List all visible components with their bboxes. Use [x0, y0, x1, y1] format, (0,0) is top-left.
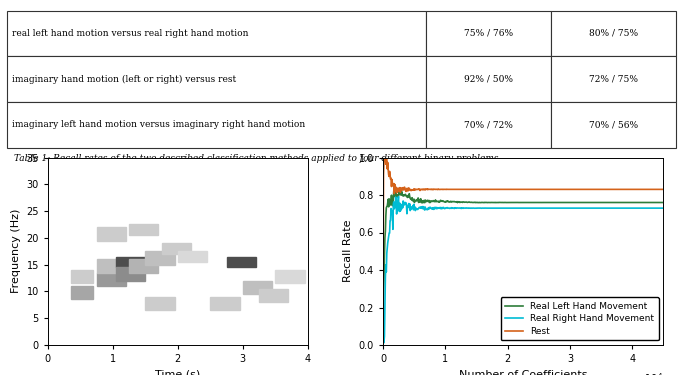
Bar — [96, 273, 126, 286]
Bar — [178, 251, 207, 262]
Rest — [451, 187, 460, 192]
Real Left Hand Movement — [590, 200, 598, 205]
Bar — [70, 286, 93, 300]
Text: 70% / 72%: 70% / 72% — [464, 120, 513, 129]
Rest — [544, 187, 553, 192]
Real Left Hand Movement — [506, 200, 514, 205]
Real Left Hand Movement — [544, 200, 553, 205]
Real Left Hand Movement — [379, 336, 387, 341]
Real Right Hand Movement — [395, 194, 403, 199]
Text: imaginary hand motion (left or right) versus rest: imaginary hand motion (left or right) ve… — [12, 75, 237, 84]
Real Right Hand Movement — [659, 206, 668, 210]
Real Left Hand Movement — [429, 198, 437, 203]
Y-axis label: Frequency (Hz): Frequency (Hz) — [11, 209, 21, 294]
Text: 75% / 76%: 75% / 76% — [464, 29, 513, 38]
Bar — [7, 56, 425, 102]
Bar — [425, 56, 551, 102]
Bar — [551, 102, 676, 148]
Bar — [226, 256, 256, 267]
Real Right Hand Movement — [452, 206, 460, 210]
Bar — [425, 10, 551, 56]
X-axis label: Time (s): Time (s) — [155, 370, 200, 375]
Rest — [506, 187, 514, 192]
Rest — [590, 187, 598, 192]
Line: Real Left Hand Movement: Real Left Hand Movement — [383, 191, 663, 339]
Real Right Hand Movement — [507, 206, 515, 210]
Real Left Hand Movement — [451, 200, 460, 204]
Text: 92% / 50%: 92% / 50% — [464, 75, 513, 84]
Real Right Hand Movement — [430, 207, 438, 212]
Real Right Hand Movement — [567, 206, 575, 210]
Bar — [211, 297, 239, 310]
Bar — [96, 227, 126, 240]
Text: 72% / 75%: 72% / 75% — [590, 75, 638, 84]
Bar — [145, 297, 174, 310]
Bar — [116, 256, 146, 267]
Bar — [275, 270, 304, 284]
Bar — [161, 243, 191, 254]
X-axis label: Number of Coefficients: Number of Coefficients — [459, 370, 588, 375]
Text: 80% / 75%: 80% / 75% — [589, 29, 638, 38]
Rest — [379, 343, 387, 347]
Bar — [7, 10, 425, 56]
Text: Table 1: Recall rates of the two described classification methods applied to fou: Table 1: Recall rates of the two describ… — [14, 154, 501, 163]
Real Right Hand Movement — [380, 341, 388, 345]
Bar — [145, 251, 174, 265]
Text: imaginary left hand motion versus imaginary right hand motion: imaginary left hand motion versus imagin… — [12, 120, 306, 129]
Bar — [551, 56, 676, 102]
Real Left Hand Movement — [659, 200, 668, 205]
Bar — [259, 289, 289, 302]
Real Left Hand Movement — [566, 200, 575, 205]
Real Right Hand Movement — [591, 206, 599, 210]
Legend: Real Left Hand Movement, Real Right Hand Movement, Rest: Real Left Hand Movement, Real Right Hand… — [501, 297, 659, 340]
Rest — [566, 187, 575, 192]
Y-axis label: Recall Rate: Recall Rate — [343, 220, 353, 282]
Rest — [429, 187, 437, 192]
Bar — [243, 281, 272, 294]
Bar — [70, 270, 93, 284]
Bar — [425, 102, 551, 148]
Bar — [116, 267, 146, 281]
Real Left Hand Movement — [397, 189, 405, 193]
Text: $\times\,10^4$: $\times\,10^4$ — [635, 371, 663, 375]
Rest — [380, 155, 389, 160]
Text: 70% / 56%: 70% / 56% — [589, 120, 638, 129]
Bar — [129, 225, 158, 235]
Rest — [659, 187, 668, 192]
Line: Rest: Rest — [383, 158, 663, 345]
Bar — [129, 259, 158, 273]
Line: Real Right Hand Movement: Real Right Hand Movement — [383, 196, 663, 343]
Bar — [96, 259, 126, 273]
Text: real left hand motion versus real right hand motion: real left hand motion versus real right … — [12, 29, 249, 38]
Bar — [551, 10, 676, 56]
Bar — [7, 102, 425, 148]
Real Right Hand Movement — [379, 334, 387, 339]
Real Right Hand Movement — [545, 206, 553, 210]
